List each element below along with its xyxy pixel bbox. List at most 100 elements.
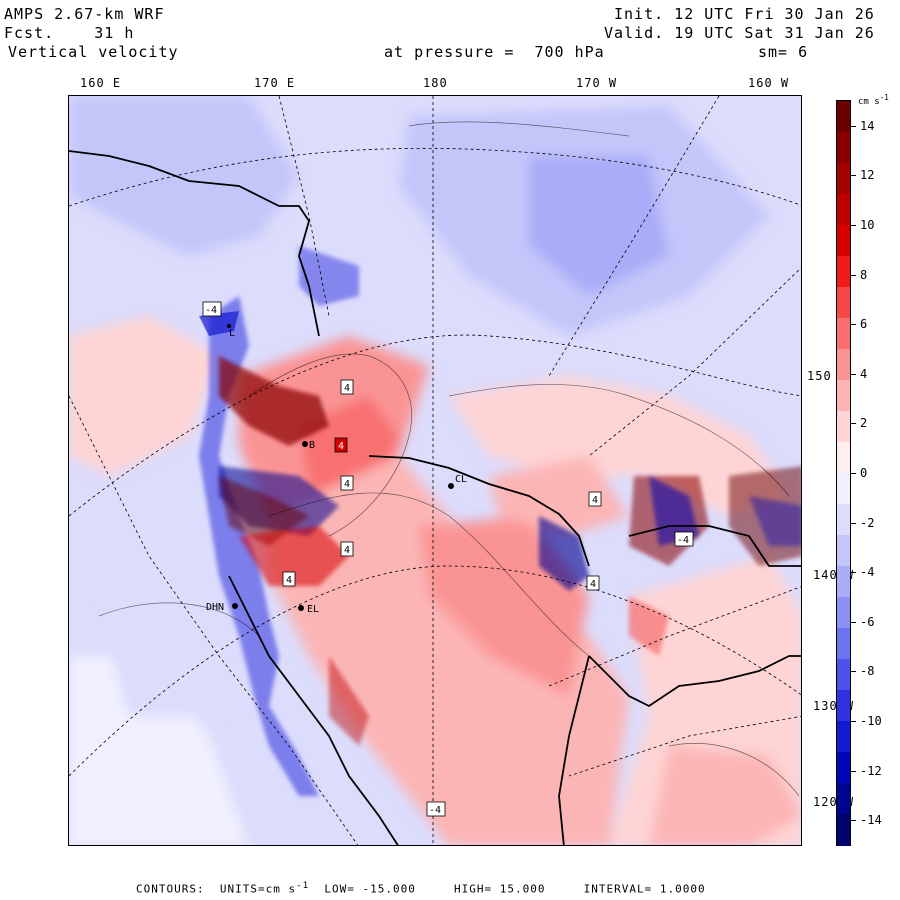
- colorbar-segment: [837, 194, 850, 226]
- convective-cores: [199, 246, 801, 796]
- contour-info: CONTOURS: UNITS=cm s-1 LOW= -15.000 HIGH…: [136, 880, 706, 896]
- svg-text:4: 4: [344, 383, 350, 394]
- colorbar-tick-label: 6: [860, 317, 868, 332]
- low-value: -15.000: [362, 882, 416, 896]
- colorbar-tick: [850, 770, 856, 772]
- forecast-hour: Fcst. 31 h: [4, 23, 134, 43]
- station-b: B: [302, 440, 315, 451]
- colorbar-tick: [850, 225, 856, 226]
- interval-label: INTERVAL=: [583, 882, 653, 896]
- model-title: AMPS 2.67-km WRF: [4, 5, 165, 23]
- colorbar-segment: [837, 504, 850, 536]
- marker-min: -4: [202, 301, 222, 317]
- svg-text:EL: EL: [307, 604, 319, 615]
- colorbar-tick: [850, 820, 856, 822]
- colorbar-segment: [837, 752, 850, 784]
- colorbar-tick: [850, 473, 856, 474]
- colorbar-tick: [850, 175, 856, 177]
- colorbar-segment: [837, 659, 850, 691]
- colorbar-tick: [850, 274, 856, 276]
- coastline: [69, 150, 801, 845]
- interval-value: 1.0000: [659, 882, 706, 896]
- colorbar-segment: [837, 566, 850, 598]
- svg-text:DHN: DHN: [206, 602, 224, 613]
- colorbar-segment: [837, 442, 850, 474]
- station-el: EL: [298, 604, 319, 615]
- svg-text:4: 4: [338, 441, 344, 452]
- fcst-label: Fcst.: [4, 24, 55, 42]
- colorbar-segment: [837, 721, 850, 753]
- colorbar-segment: [837, 256, 850, 288]
- svg-text:4: 4: [286, 575, 292, 586]
- colorbar-tick-label: 0: [860, 466, 868, 480]
- colorbar-tick-label: 2: [860, 416, 868, 431]
- map-canvas: 4 4 4 4 4 4 4 -4 -4 -4 CL B DHN EL L: [69, 96, 801, 845]
- lon-label: 180: [423, 76, 448, 90]
- colorbar-segment: [837, 473, 850, 505]
- colorbar-segment: [837, 225, 850, 257]
- colorbar: [836, 100, 851, 846]
- colorbar-segment: [837, 380, 850, 412]
- colorbar-segment: [837, 411, 850, 443]
- marker-max: 4: [282, 571, 296, 587]
- colorbar-tick-label: 14: [860, 118, 875, 133]
- colorbar-unit-exp: -1: [879, 93, 889, 102]
- marker-max: 4: [586, 575, 600, 591]
- colorbar-tick-label: 8: [860, 267, 868, 282]
- svg-text:4: 4: [590, 579, 596, 590]
- lon-label: 160 E: [80, 76, 122, 90]
- colorbar-segment: [837, 535, 850, 567]
- colorbar-unit-text: cm s: [858, 97, 880, 107]
- marker-max: 4: [340, 475, 354, 491]
- fcst-value: 31 h: [94, 24, 135, 42]
- colorbar-tick: [850, 324, 856, 326]
- high-value: 15.000: [499, 882, 546, 896]
- contour-lines: [98, 121, 800, 797]
- colorbar-tick: [850, 125, 856, 127]
- colorbar-tick-label: -6: [860, 614, 875, 629]
- station-l: L: [227, 324, 235, 339]
- lon-label: 170 W: [576, 76, 618, 90]
- colorbar-tick: [850, 522, 856, 524]
- vertical-velocity-map: 4 4 4 4 4 4 4 -4 -4 -4 CL B DHN EL L: [68, 95, 802, 846]
- svg-text:4: 4: [344, 545, 350, 556]
- colorbar-segment: [837, 287, 850, 319]
- colorbar-tick-label: -4: [860, 565, 875, 580]
- pressure-level: at pressure = 700 hPa: [384, 42, 605, 62]
- marker-min: -4: [426, 801, 446, 817]
- units-label: UNITS=cm s: [219, 882, 297, 896]
- colorbar-tick-label: 12: [860, 168, 875, 183]
- svg-text:L: L: [229, 328, 235, 339]
- colorbar-segment: [837, 318, 850, 350]
- colorbar-tick-label: -14: [860, 813, 882, 828]
- init-time: Init. 12 UTC Fri 30 Jan 26: [614, 5, 875, 23]
- field-name: Vertical velocity: [8, 43, 179, 61]
- colorbar-segment: [837, 814, 850, 846]
- colorbar-tick-label: -12: [860, 763, 882, 778]
- svg-text:-4: -4: [677, 535, 689, 546]
- marker-max: 4: [334, 437, 348, 453]
- lon-label: 170 E: [254, 76, 296, 90]
- colorbar-tick: [850, 572, 856, 574]
- svg-text:-4: -4: [205, 305, 217, 316]
- colorbar-segment: [837, 783, 850, 815]
- marker-max: 4: [588, 491, 602, 507]
- contours-label: CONTOURS:: [136, 882, 205, 896]
- colorbar-segment: [837, 163, 850, 195]
- colorbar-tick-label: 10: [860, 218, 875, 232]
- colorbar-segment: [837, 597, 850, 629]
- svg-text:4: 4: [592, 495, 598, 506]
- stations: CL B DHN EL L: [206, 324, 467, 615]
- pressure-label: at pressure =: [384, 43, 515, 61]
- colorbar-segment: [837, 349, 850, 381]
- lon-label: 160 W: [748, 76, 790, 90]
- pressure-value: 700 hPa: [534, 43, 605, 61]
- lat-lon-grid: [69, 96, 801, 845]
- colorbar-tick: [850, 423, 856, 425]
- marker-min: -4: [674, 531, 694, 547]
- colorbar-segment: [837, 690, 850, 722]
- marker-max: 4: [340, 379, 354, 395]
- colorbar-tick: [850, 721, 856, 722]
- svg-text:-4: -4: [429, 805, 441, 816]
- station-dhn: DHN: [206, 602, 238, 613]
